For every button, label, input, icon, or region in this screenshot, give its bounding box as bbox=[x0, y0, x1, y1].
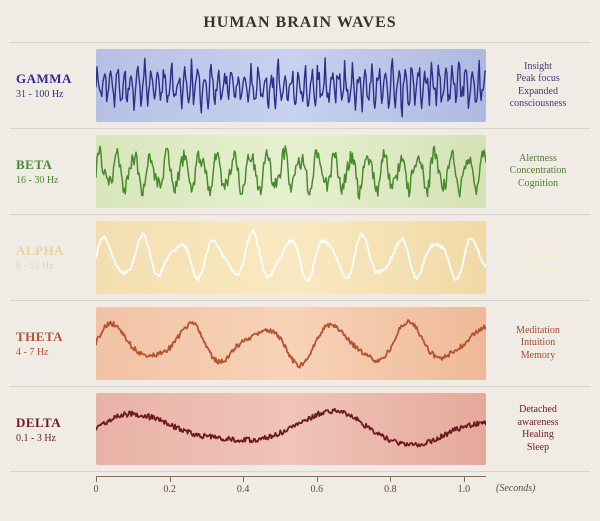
wave-plot bbox=[96, 135, 486, 208]
chart-container: HUMAN BRAIN WAVES GAMMA 31 - 100 Hz Insigh… bbox=[0, 0, 600, 521]
wave-desc-line: Sleep bbox=[527, 442, 549, 455]
wave-desc-line: Detached bbox=[519, 404, 557, 417]
wave-svg bbox=[96, 393, 486, 465]
chart-title: HUMAN BRAIN WAVES bbox=[10, 14, 590, 32]
axis-tick-label: 0 bbox=[94, 484, 99, 495]
axis-tick bbox=[170, 476, 171, 482]
wave-name: GAMMA bbox=[16, 71, 96, 87]
wave-path bbox=[96, 230, 486, 280]
wave-path bbox=[96, 409, 486, 447]
wave-row-beta: BETA 16 - 30 Hz AlertnessConcentrationCogn… bbox=[10, 128, 590, 214]
wave-desc-line: Creativity bbox=[518, 264, 558, 277]
wave-row-gamma: GAMMA 31 - 100 Hz InsightPeak focusExpande… bbox=[10, 42, 590, 128]
wave-plot bbox=[96, 49, 486, 122]
wave-svg bbox=[96, 307, 486, 380]
wave-name: THETA bbox=[16, 329, 96, 345]
wave-desc-line: Alertness bbox=[519, 153, 557, 166]
wave-svg bbox=[96, 135, 486, 208]
wave-row-alpha: ALPHA 8 - 15 Hz RelaxationVisualizationCre… bbox=[10, 214, 590, 300]
wave-range: 0.1 - 3 Hz bbox=[16, 433, 96, 444]
wave-label-col: BETA 16 - 30 Hz bbox=[10, 129, 96, 214]
wave-name: BETA bbox=[16, 157, 96, 173]
wave-range: 8 - 15 Hz bbox=[16, 261, 96, 272]
wave-label-col: THETA 4 - 7 Hz bbox=[10, 301, 96, 386]
wave-plot bbox=[96, 307, 486, 380]
wave-desc-line: Concentration bbox=[510, 165, 567, 178]
wave-range: 31 - 100 Hz bbox=[16, 89, 96, 100]
axis-line bbox=[96, 476, 486, 477]
wave-label-col: ALPHA 8 - 15 Hz bbox=[10, 215, 96, 300]
wave-row-delta: DELTA 0.1 - 3 Hz DetachedawarenessHealingS… bbox=[10, 386, 590, 472]
wave-desc-line: Healing bbox=[522, 429, 554, 442]
axis-tick-label: 0.2 bbox=[163, 484, 176, 495]
wave-desc-col: AlertnessConcentrationCognition bbox=[486, 129, 590, 214]
axis-tick bbox=[243, 476, 244, 482]
wave-range: 16 - 30 Hz bbox=[16, 175, 96, 186]
wave-path bbox=[96, 58, 486, 117]
wave-label-col: DELTA 0.1 - 3 Hz bbox=[10, 387, 96, 471]
wave-name: DELTA bbox=[16, 415, 96, 431]
wave-desc-col: DetachedawarenessHealingSleep bbox=[486, 387, 590, 471]
axis-unit-label: (Seconds) bbox=[496, 483, 535, 494]
wave-desc-line: Relaxation bbox=[516, 239, 559, 252]
wave-desc-line: Memory bbox=[521, 350, 555, 363]
wave-desc-line: Cognition bbox=[518, 178, 558, 191]
wave-path bbox=[96, 320, 486, 368]
axis-tick-label: 0.8 bbox=[384, 484, 397, 495]
wave-label-col: GAMMA 31 - 100 Hz bbox=[10, 43, 96, 128]
wave-range: 4 - 7 Hz bbox=[16, 347, 96, 358]
wave-desc-line: Intuition bbox=[521, 337, 555, 350]
wave-desc-col: RelaxationVisualizationCreativity bbox=[486, 215, 590, 300]
axis-tick-label: 0.6 bbox=[311, 484, 324, 495]
wave-desc-line: Visualization bbox=[512, 251, 565, 264]
wave-rows: GAMMA 31 - 100 Hz InsightPeak focusExpande… bbox=[10, 42, 590, 472]
wave-name: ALPHA bbox=[16, 243, 96, 259]
wave-desc-line: Expanded bbox=[518, 86, 558, 99]
wave-svg bbox=[96, 221, 486, 294]
axis-tick bbox=[390, 476, 391, 482]
axis-tick bbox=[96, 476, 97, 482]
wave-desc-line: awareness bbox=[517, 417, 558, 430]
wave-desc-col: MeditationIntuitionMemory bbox=[486, 301, 590, 386]
wave-desc-line: Peak focus bbox=[516, 73, 560, 86]
wave-desc-col: InsightPeak focusExpandedconsciousness bbox=[486, 43, 590, 128]
axis-tick-label: 1.0 bbox=[458, 484, 471, 495]
wave-path bbox=[96, 146, 486, 199]
wave-plot bbox=[96, 393, 486, 465]
wave-desc-line: consciousness bbox=[510, 98, 567, 111]
axis-tick-label: 0.4 bbox=[237, 484, 250, 495]
wave-desc-line: Meditation bbox=[516, 325, 560, 338]
axis-tick bbox=[464, 476, 465, 482]
wave-row-theta: THETA 4 - 7 Hz MeditationIntuitionMemory bbox=[10, 300, 590, 386]
wave-svg bbox=[96, 49, 486, 122]
wave-desc-line: Insight bbox=[524, 61, 552, 74]
x-axis: 00.20.40.60.81.0(Seconds) bbox=[96, 476, 486, 506]
wave-plot bbox=[96, 221, 486, 294]
axis-tick bbox=[317, 476, 318, 482]
